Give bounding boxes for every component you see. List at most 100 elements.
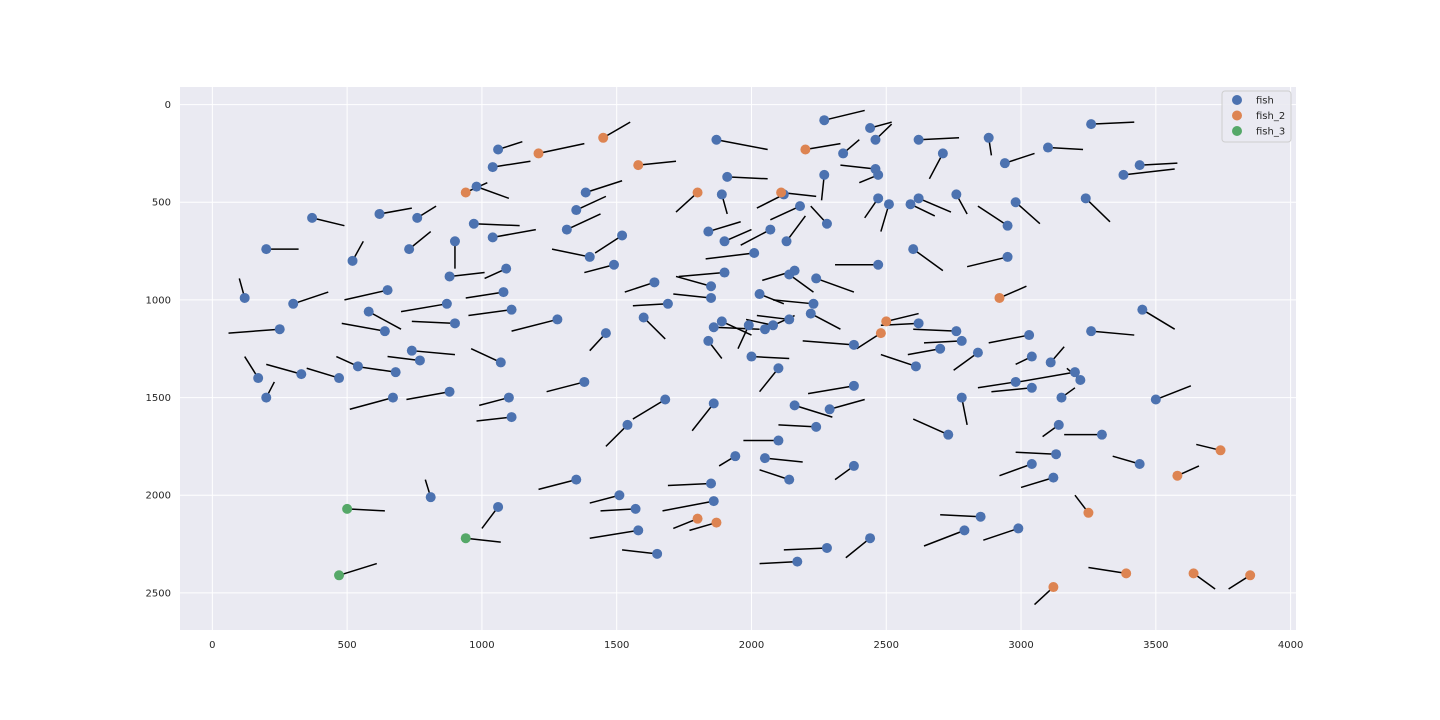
- fish-heading-line: [912, 248, 944, 272]
- fish-heading-line: [341, 322, 386, 332]
- fish-heading-line: [605, 424, 629, 447]
- fish-heading-line: [585, 180, 623, 194]
- fish-heading-line: [492, 228, 536, 239]
- fish-point: [261, 392, 272, 403]
- fish_2-point: [633, 160, 644, 171]
- fish-point: [1045, 357, 1056, 368]
- fish-heading-line: [716, 139, 768, 151]
- fish-point: [1013, 523, 1024, 534]
- fish-point: [414, 355, 425, 366]
- fish-point: [759, 453, 770, 464]
- fish-point: [1134, 160, 1145, 171]
- y-axis-ticks: 0 500 1000 1500 2000 2500: [146, 100, 171, 599]
- fish-point: [614, 490, 625, 501]
- x-tick-label: 2000: [739, 640, 764, 651]
- fish-heading-line: [845, 537, 871, 559]
- fish-point: [719, 236, 730, 247]
- fish-point: [759, 324, 770, 335]
- fish-point: [870, 134, 881, 145]
- fish-point: [261, 244, 272, 255]
- fish-heading-line: [465, 291, 504, 299]
- fish-heading-line: [266, 363, 302, 375]
- fish-point: [848, 339, 859, 350]
- fish-point: [765, 224, 776, 235]
- legend: fish fish_2 fish_3: [1221, 90, 1292, 143]
- fish-point: [1086, 326, 1097, 337]
- fish-heading-line: [292, 291, 329, 305]
- fish-heading-line: [368, 310, 402, 330]
- fish-heading-line: [1123, 168, 1175, 176]
- fish_2-point: [994, 292, 1005, 303]
- fish-heading-line: [589, 529, 639, 539]
- fish-point: [503, 392, 514, 403]
- fish-point: [1026, 458, 1037, 469]
- fish-point: [412, 212, 423, 223]
- fish-point: [722, 171, 733, 182]
- fish-heading-line: [449, 271, 485, 278]
- fish_2-heading-line: [538, 142, 585, 155]
- fish-point: [905, 199, 916, 210]
- x-tick-label: 3000: [1008, 640, 1033, 651]
- fish_2-heading-line: [638, 160, 677, 166]
- fish-point: [296, 369, 307, 380]
- fish-point: [253, 373, 264, 384]
- fish-point: [1086, 119, 1097, 130]
- fish-point: [660, 394, 671, 405]
- fish-point: [495, 357, 506, 368]
- fish-point: [819, 169, 830, 180]
- fish_2-point: [1245, 570, 1256, 581]
- fish-heading-line: [387, 355, 421, 362]
- fish-heading-line: [907, 347, 941, 356]
- fish-point: [552, 314, 563, 325]
- y-tick-label: 2500: [146, 588, 171, 599]
- fish_2-point: [460, 187, 471, 198]
- fish-point: [951, 189, 962, 200]
- fish-point: [883, 199, 894, 210]
- fish-heading-line: [759, 469, 790, 481]
- fish-point: [959, 525, 970, 536]
- fish-point: [743, 320, 754, 331]
- fish_3-point: [342, 503, 353, 514]
- fish-point: [1026, 382, 1037, 393]
- fish-heading-line: [1018, 371, 1076, 383]
- fish-point: [390, 367, 401, 378]
- fish-point: [975, 511, 986, 522]
- fish-point: [1137, 304, 1148, 315]
- fish-heading-line: [977, 205, 1008, 227]
- fish-heading-line: [476, 416, 512, 422]
- fish-point: [749, 248, 760, 259]
- fish-heading-line: [594, 234, 623, 254]
- fish-heading-line: [411, 349, 456, 356]
- fish-heading-line: [511, 318, 558, 332]
- fish-heading-line: [727, 176, 768, 180]
- fish-point: [805, 308, 816, 319]
- legend-label-fish: fish: [1256, 96, 1274, 107]
- fish-point: [795, 201, 805, 212]
- fish_3-point: [334, 570, 345, 581]
- fish-heading-line: [566, 213, 601, 231]
- fish-heading-line: [1047, 146, 1084, 151]
- fish-point: [347, 255, 358, 266]
- fish-heading-line: [306, 367, 340, 379]
- fish-point: [708, 322, 719, 333]
- fish-point: [824, 404, 835, 415]
- fish-point: [703, 335, 714, 346]
- fish-point: [1010, 197, 1021, 208]
- fish-point: [1080, 193, 1091, 204]
- fish-point: [444, 271, 455, 282]
- fish_3-heading-line: [338, 562, 378, 577]
- fish-point: [708, 496, 719, 507]
- fish-point: [910, 361, 921, 372]
- fish-heading-line: [400, 303, 447, 313]
- fish-point: [706, 281, 717, 292]
- fish-heading-line: [1004, 152, 1035, 164]
- fish_2-point: [1172, 470, 1183, 481]
- fish-heading-line: [923, 340, 962, 344]
- fish-point: [1056, 392, 1067, 403]
- fish_2-heading-line: [1088, 566, 1127, 575]
- fish_2-point: [881, 316, 892, 327]
- y-tick-label: 1000: [146, 295, 171, 306]
- fish-heading-line: [758, 367, 780, 393]
- fish-heading-line: [379, 207, 412, 215]
